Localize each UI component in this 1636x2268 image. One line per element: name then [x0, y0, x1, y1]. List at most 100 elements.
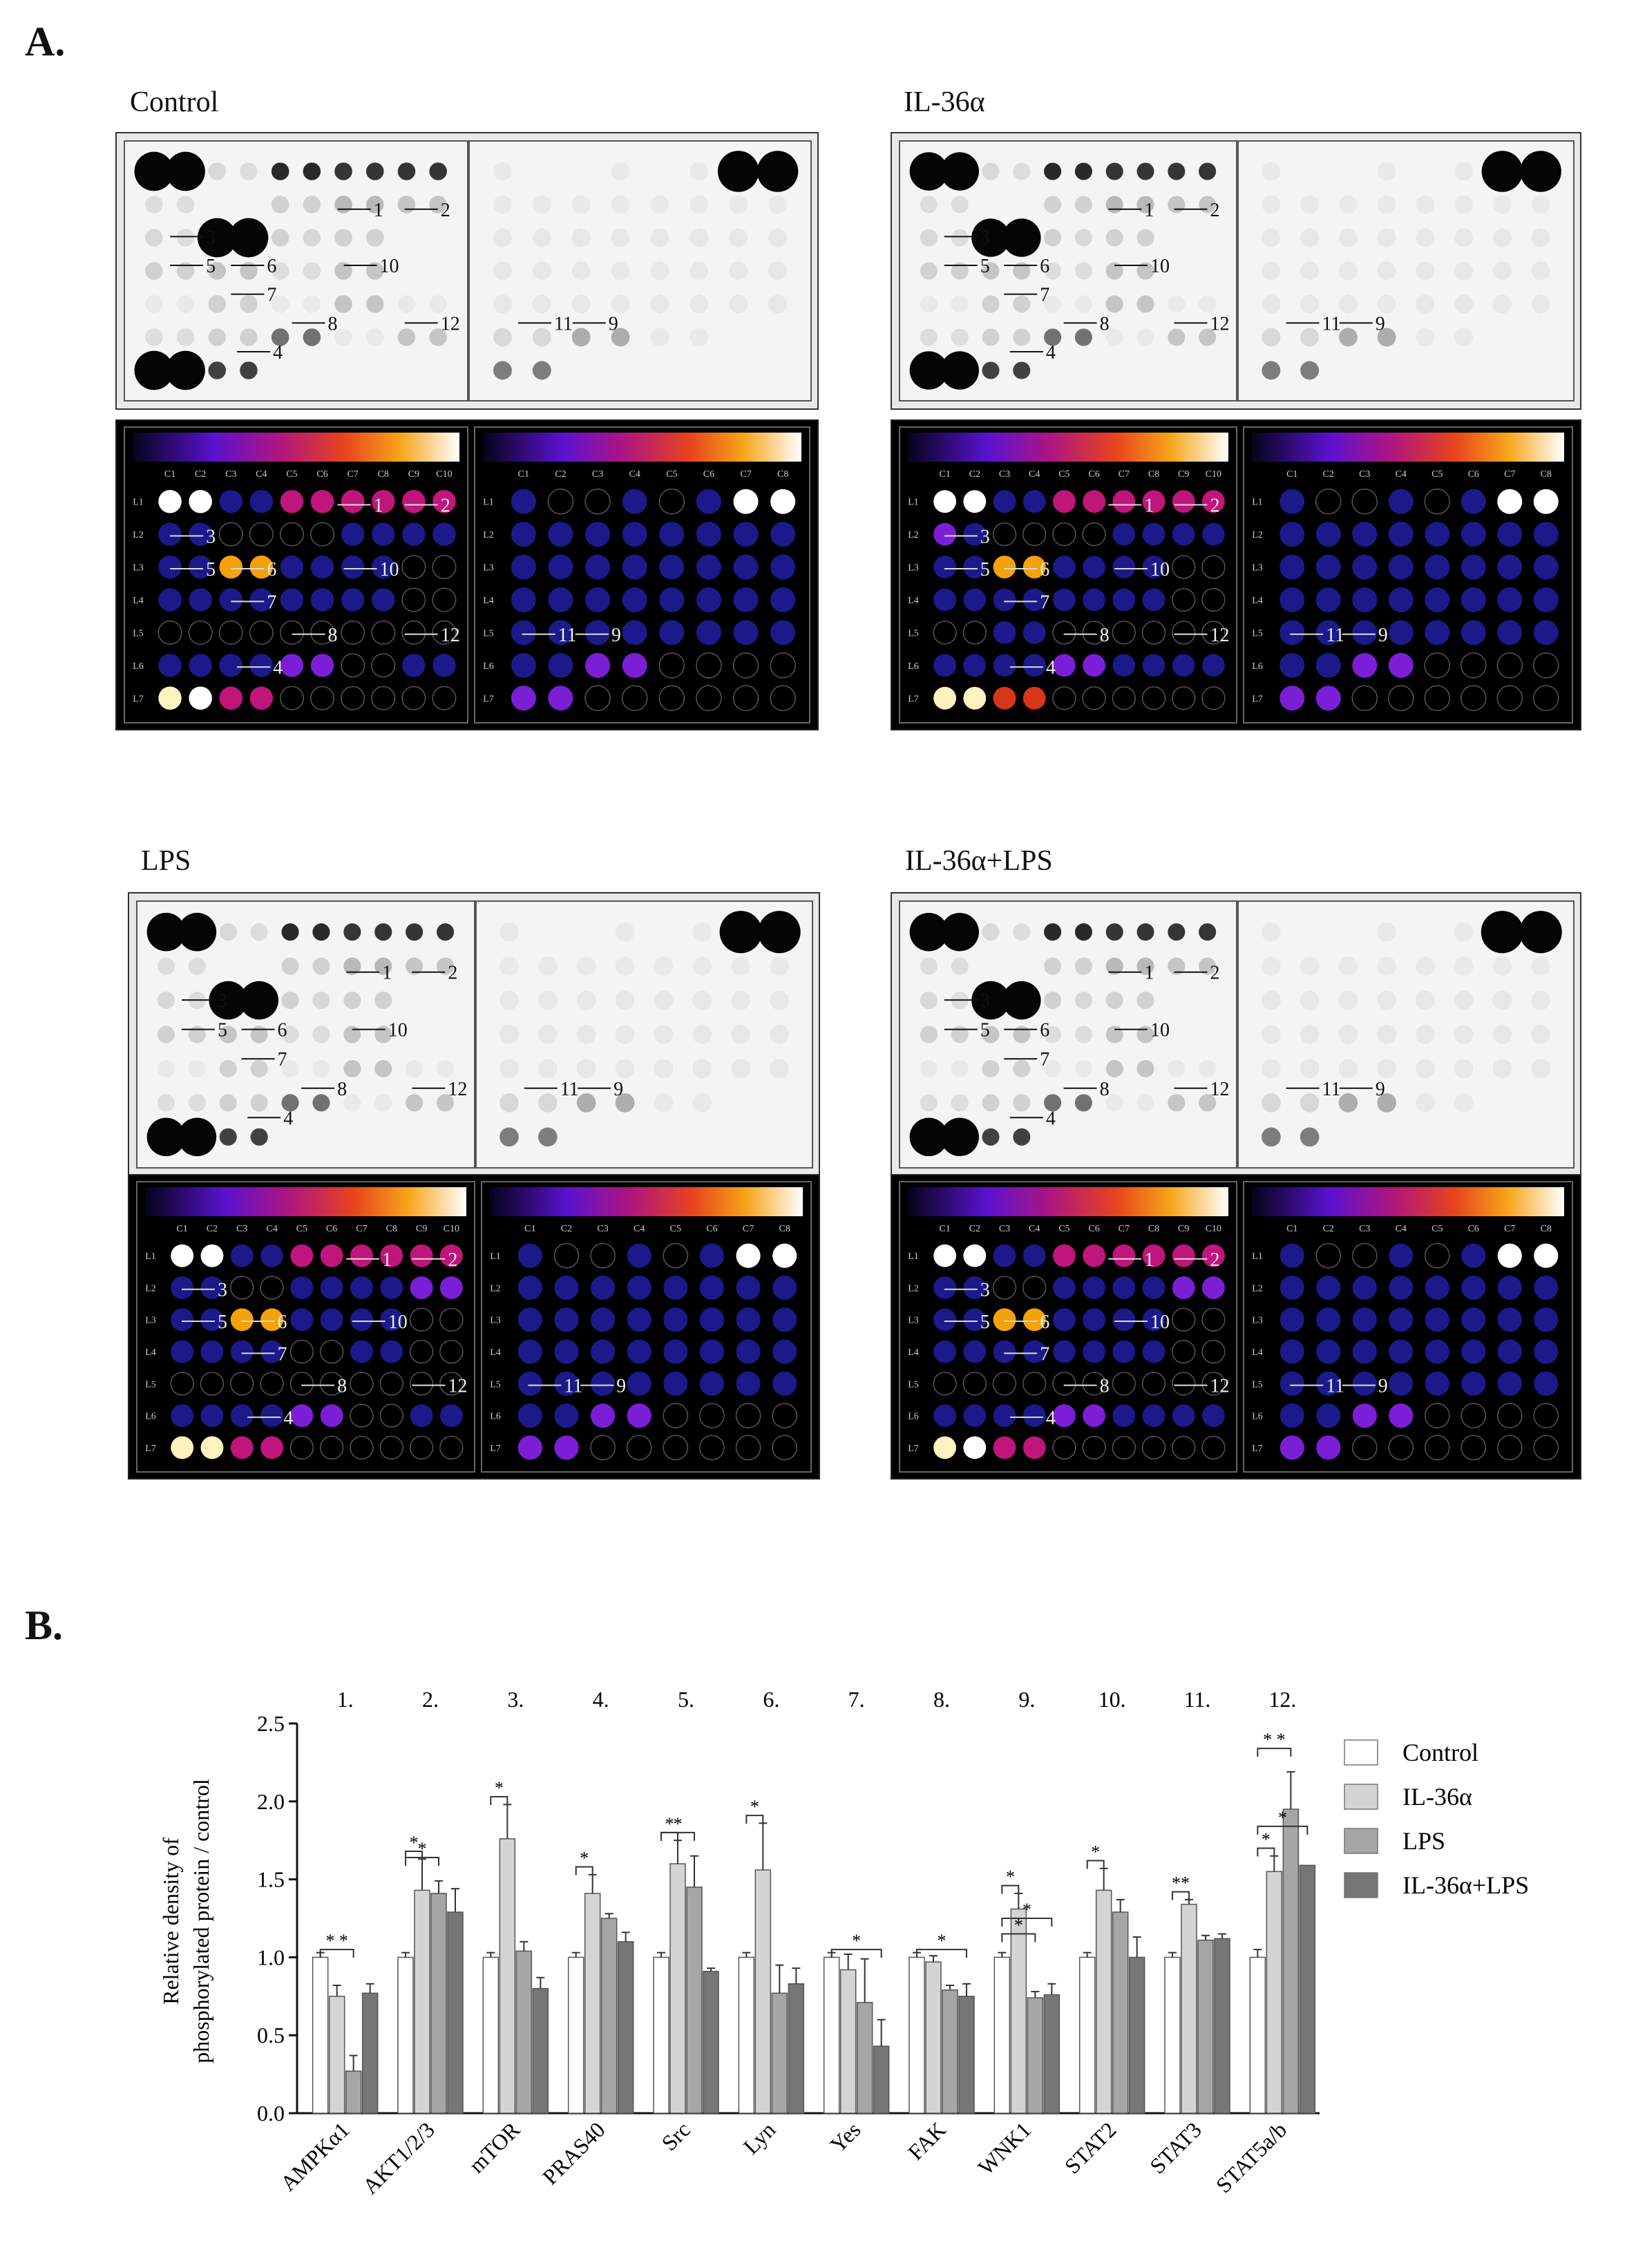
- heatmap-spot: [319, 1339, 344, 1364]
- heatmap-row-label: L7: [133, 694, 144, 704]
- blot-spot: [271, 262, 289, 280]
- heatmap-spot: [200, 1372, 225, 1396]
- heatmap-spot: [1083, 654, 1106, 677]
- heatmap-spot: [1201, 1276, 1225, 1299]
- significance-star: *: [665, 1814, 674, 1834]
- heatmap-spot: [993, 1244, 1016, 1267]
- bar: [600, 1918, 618, 2114]
- heatmap-spot: [1424, 1435, 1450, 1461]
- heatmap-spot: [1425, 1339, 1449, 1364]
- blot-spot: [768, 195, 788, 214]
- significance-star: *: [410, 1833, 419, 1853]
- heatmap-spot: [622, 652, 647, 678]
- blot-spot: [611, 328, 630, 347]
- heatmap-spot: [554, 1339, 579, 1364]
- blot-spot: [689, 261, 709, 281]
- heatmap-spot: [659, 522, 685, 547]
- blot-spot: [250, 1094, 268, 1112]
- blot-spot: [145, 262, 163, 280]
- heatmap-spot: [1461, 489, 1486, 514]
- blot-spot: [176, 262, 195, 280]
- blot-spot: [1136, 328, 1154, 346]
- blot-spot: [343, 1026, 361, 1043]
- heatmap-spot: [341, 653, 365, 678]
- bar: [584, 1893, 601, 2114]
- blot-spot: [134, 350, 174, 390]
- heatmap-spot: [1533, 1403, 1559, 1428]
- heatmap-row-label: L6: [490, 1412, 501, 1422]
- blot-spot: [1416, 228, 1435, 247]
- heatmap-column-label: C8: [1541, 1224, 1552, 1234]
- heatmap-spot: [260, 1276, 284, 1300]
- heatmap-spot: [1315, 522, 1341, 547]
- heatmap-spot: [432, 620, 457, 645]
- heatmap-spot: [341, 555, 365, 579]
- blot-spot: [365, 162, 384, 180]
- heatmap-spot: [1112, 1404, 1136, 1427]
- heatmap-spot: [380, 1276, 403, 1299]
- heatmap-spot: [218, 620, 243, 645]
- heatmap-spot: [280, 654, 304, 677]
- heatmap-spot: [289, 1372, 314, 1396]
- blot-spot: [500, 1127, 519, 1147]
- heatmap-column-label: C7: [1119, 469, 1130, 480]
- heatmap-column-label: C2: [555, 469, 566, 480]
- heatmap-spot: [1083, 556, 1106, 578]
- heatmap-spot: [1083, 1340, 1106, 1363]
- heatmap-spot: [1280, 1275, 1304, 1301]
- heatmap-spot: [663, 1242, 689, 1269]
- blot-spot: [1105, 1026, 1123, 1043]
- heatmap-row-label: L2: [490, 1283, 501, 1294]
- heatmap-spot: [1141, 686, 1166, 710]
- heatmap-spot: [1315, 587, 1341, 613]
- x-tick-label: PRAS40: [538, 2117, 610, 2189]
- bar: [669, 1863, 686, 2114]
- heatmap-spot: [1497, 1275, 1522, 1301]
- heatmap-spot: [622, 554, 647, 580]
- heatmap-spot: [1534, 1243, 1559, 1268]
- blot-spot: [1416, 1025, 1435, 1044]
- spot-label-number: 12: [448, 1376, 467, 1397]
- heatmap-spot: [219, 686, 243, 710]
- heatmap-spot: [1201, 555, 1226, 579]
- x-tick-label: STAT5a/b: [1211, 2117, 1292, 2198]
- category-number: 10.: [1098, 1687, 1126, 1712]
- blot-spot: [1531, 990, 1550, 1010]
- blot-spot: [1531, 261, 1550, 281]
- heatmap-column-label: C2: [1323, 1224, 1334, 1234]
- blot-spot: [1377, 328, 1396, 347]
- heatmap-column-label: C8: [1541, 469, 1552, 480]
- heatmap-spot: [1352, 1403, 1377, 1428]
- blot-spot: [689, 328, 709, 347]
- heatmap-spot: [963, 654, 987, 677]
- heatmap-spot: [409, 1372, 434, 1396]
- heatmap-spot: [171, 1244, 194, 1267]
- heatmap-column-label: C5: [666, 469, 677, 480]
- spot-label-number: 5: [980, 1312, 990, 1333]
- heatmap-spot: [663, 1403, 689, 1428]
- blot-spot: [1013, 1026, 1031, 1043]
- bar: [345, 2070, 362, 2114]
- significance-bracket: [1257, 1748, 1292, 1757]
- heatmap-row-label: L4: [490, 1348, 501, 1358]
- heatmap-spot: [699, 1435, 725, 1461]
- heatmap-spot: [963, 1308, 987, 1332]
- spot-label-number: 5: [206, 559, 216, 580]
- heatmap-spot: [1022, 490, 1046, 513]
- blot-spot: [1377, 228, 1396, 247]
- blot-spot: [166, 151, 205, 191]
- blot-spot: [281, 991, 299, 1010]
- bar: [1181, 1903, 1197, 2114]
- blot-label-number: 2: [441, 200, 450, 221]
- x-tick-label: Src: [656, 2117, 695, 2155]
- heatmap-spot: [736, 1243, 761, 1268]
- heatmap-spot: [158, 654, 182, 677]
- blot-label-number: 7: [278, 1049, 287, 1070]
- heatmap-column-label: C4: [1396, 1224, 1407, 1234]
- heatmap-column-label: C2: [969, 469, 980, 480]
- blot-spot: [920, 1026, 938, 1043]
- heatmap-spot: [1022, 1308, 1046, 1332]
- heatmap-spot: [511, 554, 536, 580]
- heatmap-row-label: L7: [1252, 1444, 1263, 1454]
- heatmap-spot: [696, 620, 721, 645]
